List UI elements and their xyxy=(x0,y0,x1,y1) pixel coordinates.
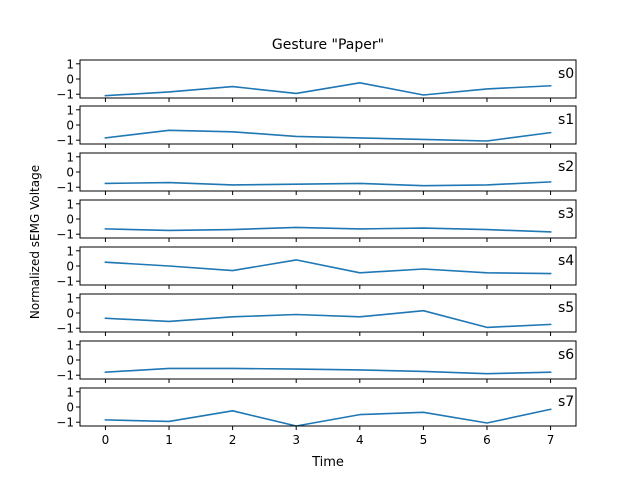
x-tick-label: 6 xyxy=(483,433,491,447)
series-label: s5 xyxy=(558,300,574,316)
y-tick-label: −1 xyxy=(56,228,74,242)
y-tick-label: 0 xyxy=(66,401,74,415)
y-tick-label: −1 xyxy=(56,134,74,148)
series-label: s7 xyxy=(558,394,574,410)
series-label: s0 xyxy=(558,66,574,82)
subplot-frame xyxy=(79,59,577,99)
series-label: s3 xyxy=(558,206,574,222)
series-line-s7 xyxy=(104,408,552,427)
y-tick-label: 0 xyxy=(66,260,74,274)
x-tick-label: 7 xyxy=(547,433,555,447)
y-tick-label: 1 xyxy=(66,338,74,352)
y-tick-label: 1 xyxy=(66,244,74,258)
subplot-frame xyxy=(79,293,577,333)
series-line-s4 xyxy=(104,259,552,275)
y-tick-label: 0 xyxy=(66,354,74,368)
subplot-s4: −10 1 s4 xyxy=(56,244,577,289)
x-tick-label: 0 xyxy=(102,433,110,447)
y-tick-label: 1 xyxy=(66,197,74,211)
subplot-frame xyxy=(79,246,577,286)
x-tick-label: 5 xyxy=(420,433,428,447)
subplot-panels: −101s0−101s1−101s2−101s3−101s4−101s5−101… xyxy=(56,57,577,447)
subplot-s3: −10 1 s3 xyxy=(56,197,577,242)
y-tick-label: 1 xyxy=(66,150,74,164)
series-line-s2 xyxy=(104,181,552,187)
series-label: s4 xyxy=(558,253,574,269)
y-tick-label: 1 xyxy=(66,291,74,305)
y-tick-label: −1 xyxy=(56,275,74,289)
subplot-frame xyxy=(79,387,577,427)
subplot-frame xyxy=(79,105,577,145)
y-tick-label: −1 xyxy=(56,322,74,336)
y-tick-label: 0 xyxy=(66,307,74,321)
subplot-frame xyxy=(79,199,577,239)
y-tick-label: 0 xyxy=(66,73,74,87)
subplot-s1: −10 1 s1 xyxy=(56,103,577,148)
series-line-s1 xyxy=(104,129,552,142)
y-tick-label: −1 xyxy=(56,88,74,102)
series-line-s5 xyxy=(104,309,552,329)
series-label: s2 xyxy=(558,159,574,175)
y-tick-label: −1 xyxy=(56,416,74,430)
x-tick-label: 3 xyxy=(292,433,300,447)
y-tick-label: −1 xyxy=(56,181,74,195)
x-tick-label: 1 xyxy=(165,433,173,447)
y-tick-label: 1 xyxy=(66,385,74,399)
y-tick-label: 0 xyxy=(66,166,74,180)
subplot-s2: −10 1 s2 xyxy=(56,150,577,195)
y-tick-label: 1 xyxy=(66,103,74,117)
x-tick-label: 4 xyxy=(356,433,364,447)
subplot-s5: −10 1 s5 xyxy=(56,291,577,336)
series-label: s6 xyxy=(558,347,574,363)
subplot-s0: −10 1 s0 xyxy=(56,57,577,102)
subplot-s6: −10 1 s6 xyxy=(56,338,577,383)
x-tick-label: 2 xyxy=(229,433,237,447)
y-tick-label: 0 xyxy=(66,119,74,133)
subplot-s7: −10 1 s7 xyxy=(56,385,577,430)
y-axis-label: Normalized sEMG Voltage xyxy=(28,165,42,319)
subplot-frame xyxy=(79,152,577,192)
y-tick-label: 0 xyxy=(66,213,74,227)
series-line-s0 xyxy=(104,82,552,97)
subplot-frame xyxy=(79,340,577,380)
y-tick-label: −1 xyxy=(56,369,74,383)
series-line-s3 xyxy=(104,226,552,233)
series-line-s6 xyxy=(104,367,552,375)
series-label: s1 xyxy=(558,112,574,128)
x-axis-label: Time xyxy=(311,455,344,470)
chart-title: Gesture "Paper" xyxy=(272,37,384,53)
y-tick-label: 1 xyxy=(66,57,74,71)
